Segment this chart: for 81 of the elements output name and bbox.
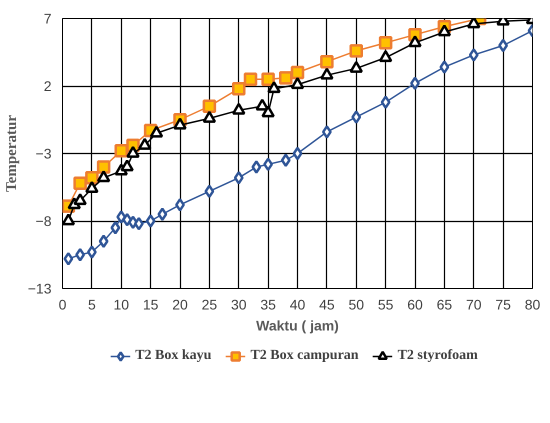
point <box>350 44 363 58</box>
point <box>150 126 164 138</box>
point <box>410 76 420 90</box>
x-tick-label: 35 <box>260 296 276 312</box>
x-tick-label: 75 <box>495 296 512 312</box>
point <box>251 160 262 174</box>
y-tick-label: 7 <box>44 10 52 26</box>
point <box>320 54 334 68</box>
x-tick-label: 5 <box>88 296 96 312</box>
point <box>244 72 258 86</box>
point <box>263 158 274 172</box>
point <box>290 77 304 90</box>
point <box>73 176 87 190</box>
point <box>157 208 168 221</box>
x-axis-title: Waktu ( jam) <box>256 318 339 334</box>
point <box>378 50 392 62</box>
point <box>232 82 246 96</box>
legend-label: T2 styrofoam <box>398 348 478 364</box>
point <box>498 38 508 52</box>
x-tick-label: 80 <box>524 296 540 312</box>
point <box>73 193 87 206</box>
y-tick-label: −8 <box>36 213 52 229</box>
point <box>380 95 391 109</box>
point <box>468 48 479 62</box>
x-tick-label: 10 <box>113 296 130 312</box>
x-tick-label: 15 <box>142 296 159 312</box>
point <box>261 105 275 118</box>
y-tick-label: −3 <box>36 146 52 162</box>
point <box>96 170 110 182</box>
point <box>98 234 109 248</box>
point <box>63 252 74 266</box>
point <box>114 144 128 158</box>
point <box>438 24 452 36</box>
point <box>134 216 144 230</box>
point <box>110 221 120 234</box>
point <box>261 72 275 86</box>
point <box>467 18 480 28</box>
point <box>202 100 216 113</box>
x-tick-label: 30 <box>230 296 247 312</box>
point <box>146 214 156 228</box>
point <box>138 138 152 150</box>
point <box>292 146 302 160</box>
x-tick-label: 45 <box>319 296 335 312</box>
point <box>234 171 244 185</box>
point <box>350 60 363 73</box>
point <box>75 248 86 262</box>
x-tick-label: 60 <box>407 296 423 312</box>
x-tick-label: 20 <box>172 296 188 312</box>
point <box>85 181 99 194</box>
point <box>408 35 422 48</box>
y-tick-label: −13 <box>28 280 52 296</box>
x-tick-label: 65 <box>436 296 452 312</box>
point <box>290 66 304 80</box>
point <box>378 36 392 50</box>
point <box>439 60 450 74</box>
x-tick-label: 55 <box>378 296 394 312</box>
x-tick-label: 70 <box>466 296 482 312</box>
point <box>279 71 292 85</box>
legend-label: T2 Box campuran <box>250 348 359 364</box>
y-axis-title: Temperatur <box>4 114 20 192</box>
point <box>175 198 185 212</box>
x-tick-label: 40 <box>290 296 306 312</box>
point <box>86 245 97 259</box>
x-tick-label: 0 <box>58 296 67 312</box>
point <box>62 213 76 226</box>
x-tick-label: 50 <box>348 296 364 312</box>
point <box>126 146 140 158</box>
point <box>320 68 334 80</box>
point <box>351 110 362 124</box>
point <box>280 154 291 167</box>
point <box>204 184 214 198</box>
x-tick-label: 25 <box>202 296 218 312</box>
point <box>232 102 246 115</box>
y-tick-label: 2 <box>44 78 52 94</box>
point <box>96 160 110 174</box>
point <box>322 125 332 139</box>
point <box>267 81 281 94</box>
point <box>202 110 216 123</box>
point <box>120 159 134 172</box>
legend-label: T2 Box kayu <box>135 348 212 364</box>
point <box>173 118 187 130</box>
